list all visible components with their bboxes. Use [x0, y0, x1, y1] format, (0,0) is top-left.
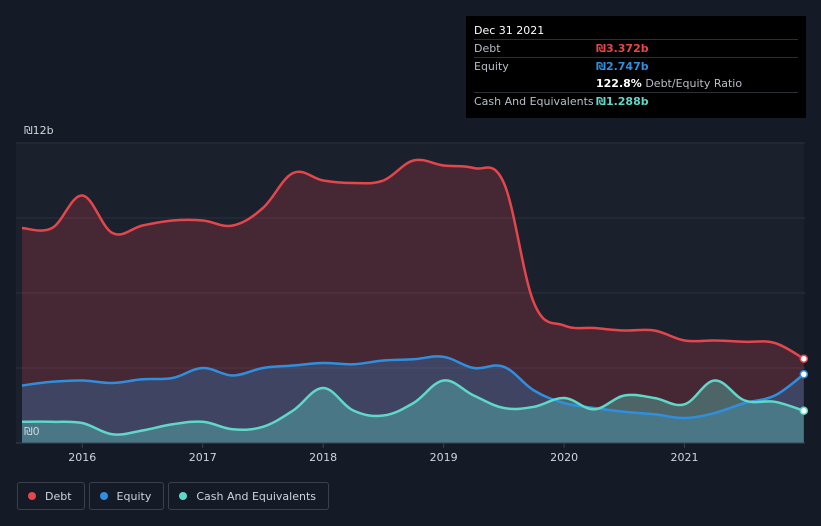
legend-item-debt[interactable]: Debt: [17, 482, 85, 510]
tooltip-ratio-value: 122.8%: [596, 77, 642, 90]
line-debt: [21, 158, 805, 360]
legend-label-cash: Cash And Equivalents: [196, 489, 316, 503]
x-tick-label-2017: 2017: [189, 451, 217, 464]
tooltip-ratio: 122.8% Debt/Equity Ratio: [596, 75, 742, 92]
end-marker-debt: [799, 354, 809, 363]
end-markers: [799, 354, 809, 416]
tooltip-ratio-row: 122.8% Debt/Equity Ratio: [474, 75, 798, 93]
tooltip-debt-value: ₪3.372b: [596, 42, 649, 55]
tooltip: Dec 31 2021 Debt ₪3.372b Equity ₪2.747b …: [466, 16, 806, 118]
legend-dot-debt-icon: [28, 492, 36, 500]
legend-dot-equity-icon: [99, 492, 108, 500]
series-lines: [21, 158, 805, 436]
end-marker-equity: [799, 370, 809, 379]
tooltip-cash-value: ₪1.288b: [596, 95, 649, 108]
y-tick-label-max: ₪12b: [24, 124, 54, 137]
y-tick-label-min: ₪0: [24, 425, 40, 438]
end-marker-cash: [799, 406, 809, 416]
x-tick-label-2021: 2021: [671, 451, 699, 464]
tooltip-date: Dec 31 2021: [474, 22, 798, 40]
tooltip-equity-label: Equity: [474, 60, 509, 73]
legend-dot-cash-icon: [179, 492, 188, 500]
x-tick-label-2016: 2016: [68, 451, 96, 464]
area-equity: [22, 356, 804, 443]
tooltip-debt-row: Debt ₪3.372b: [474, 40, 798, 58]
legend-item-equity[interactable]: Equity: [88, 482, 165, 510]
grid: [16, 142, 805, 444]
x-tick-label-2018: 2018: [309, 451, 337, 464]
legend-label-debt: Debt: [45, 489, 72, 503]
legend-item-cash[interactable]: Cash And Equivalents: [168, 482, 329, 510]
legend: Debt Equity Cash And Equivalents: [17, 482, 329, 510]
legend-label-equity: Equity: [116, 489, 152, 503]
tooltip-equity-value: ₪2.747b: [596, 60, 649, 73]
tooltip-cash-row: Cash And Equivalents ₪1.288b: [474, 93, 798, 110]
tooltip-ratio-label: Debt/Equity Ratio: [645, 77, 743, 90]
tooltip-cash-label: Cash And Equivalents: [474, 95, 594, 108]
x-tick-label-2020: 2020: [550, 451, 578, 464]
x-tick-label-2019: 2019: [430, 451, 458, 464]
tooltip-equity-row: Equity ₪2.747b: [474, 58, 798, 75]
area-cash: [22, 380, 804, 443]
axes: ₪12b ₪0 2016 2017 2018 2019 2020 2021: [16, 124, 805, 464]
tooltip-debt-label: Debt: [474, 42, 501, 55]
